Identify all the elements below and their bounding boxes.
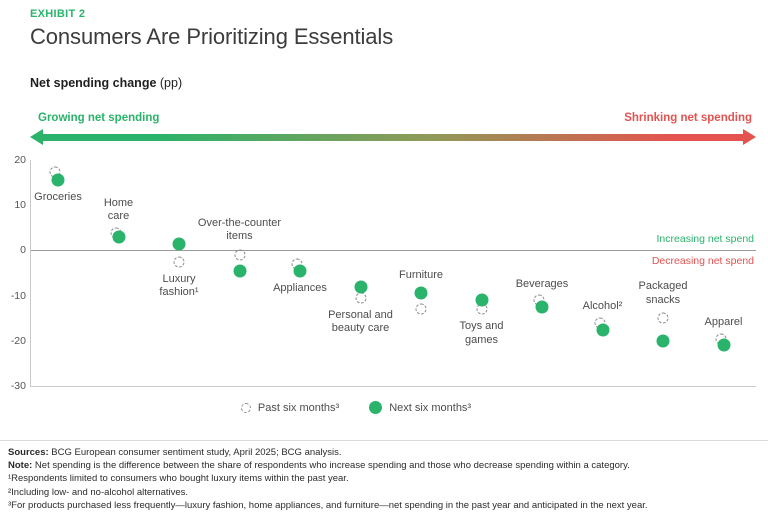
footnote-line: ³For products purchased less frequently—… bbox=[8, 499, 648, 511]
next-six-months-marker-icon bbox=[369, 401, 383, 414]
next-six-months-dot bbox=[414, 286, 428, 300]
category-label: Beverages bbox=[515, 277, 569, 290]
y-axis-tick-label: -30 bbox=[10, 380, 26, 392]
next-six-months-dot bbox=[51, 173, 65, 187]
axis-title-text: Net spending change bbox=[30, 76, 157, 90]
next-six-months-dot bbox=[596, 323, 609, 336]
past-six-months-marker-icon bbox=[240, 402, 251, 413]
past-six-months-dot bbox=[355, 292, 366, 304]
y-axis-tick-label: 10 bbox=[14, 199, 26, 212]
next-six-months-dot bbox=[354, 280, 367, 294]
past-six-months-dot bbox=[173, 256, 185, 268]
axis-title-unit: (pp) bbox=[156, 76, 183, 90]
legend-past-label: Past six months³ bbox=[257, 401, 340, 414]
past-six-months-dot bbox=[234, 249, 245, 261]
growing-net-spending-label: Growing net spending bbox=[38, 112, 160, 124]
category-label: Apparel bbox=[704, 316, 743, 329]
category-label: Personal and beauty care bbox=[328, 308, 393, 335]
arrow-left-head-icon bbox=[30, 129, 43, 145]
past-six-months-dot bbox=[415, 303, 427, 315]
decreasing-net-spend-label: Decreasing net spend bbox=[651, 255, 754, 268]
category-label: Over-the-counter items bbox=[197, 216, 282, 243]
exhibit-label: EXHIBIT 2 bbox=[30, 8, 86, 20]
footnote-line: Note: Net spending is the difference bet… bbox=[8, 460, 630, 472]
arrow-right-head-icon bbox=[743, 129, 756, 145]
category-label: Furniture bbox=[398, 268, 444, 281]
next-six-months-dot bbox=[717, 338, 730, 352]
next-six-months-dot bbox=[656, 334, 670, 348]
page-title: Consumers Are Prioritizing Essentials bbox=[30, 24, 394, 49]
y-axis-tick-label: -10 bbox=[10, 289, 26, 302]
footnote-bold-label: Note: bbox=[8, 460, 33, 472]
next-six-months-dot bbox=[475, 293, 488, 307]
legend-item-past: Past six months³ bbox=[240, 401, 340, 414]
footnotes: Sources: BCG European consumer sentiment… bbox=[8, 446, 762, 512]
increasing-net-spend-label: Increasing net spend bbox=[656, 233, 754, 246]
category-label: Home care bbox=[103, 196, 134, 223]
footnote-line: Sources: BCG European consumer sentiment… bbox=[8, 447, 342, 458]
category-label: Appliances bbox=[273, 281, 327, 294]
legend-item-next: Next six months³ bbox=[369, 401, 471, 414]
category-label: Toys and games bbox=[459, 320, 504, 346]
spending-gradient-arrow bbox=[30, 129, 756, 146]
next-six-months-dot bbox=[172, 237, 186, 251]
footnote-bold-label: Sources: bbox=[8, 447, 49, 458]
next-six-months-dot bbox=[535, 300, 549, 314]
footnote-line: ²Including low- and no-alcohol alternati… bbox=[8, 486, 189, 498]
y-axis-tick-label: 0 bbox=[20, 244, 26, 257]
arrow-labels: Growing net spending Shrinking net spend… bbox=[30, 112, 756, 124]
legend-next-label: Next six months³ bbox=[389, 401, 472, 414]
footer-divider bbox=[0, 440, 768, 441]
next-six-months-dot bbox=[112, 230, 125, 244]
axis-title: Net spending change (pp) bbox=[30, 76, 182, 90]
category-label: Groceries bbox=[34, 191, 82, 204]
shrinking-net-spending-label: Shrinking net spending bbox=[624, 112, 752, 124]
y-axis-tick-label: -20 bbox=[10, 334, 26, 347]
category-label: Luxury fashion¹ bbox=[159, 272, 199, 299]
chart-legend: Past six months³ Next six months³ bbox=[0, 401, 768, 414]
next-six-months-dot bbox=[233, 264, 246, 278]
category-label: Packaged snacks bbox=[638, 280, 688, 306]
footnote-line: ¹Respondents limited to consumers who bo… bbox=[8, 473, 349, 485]
arrow-gradient-bar bbox=[41, 134, 745, 141]
next-six-months-dot bbox=[293, 264, 307, 278]
past-six-months-dot bbox=[657, 312, 669, 324]
y-axis-tick-label: 20 bbox=[14, 154, 26, 166]
zero-line bbox=[31, 249, 756, 251]
category-label: Alcohol² bbox=[582, 300, 623, 313]
chart-plot-area: Increasing net spend Decreasing net spen… bbox=[11, 154, 756, 392]
